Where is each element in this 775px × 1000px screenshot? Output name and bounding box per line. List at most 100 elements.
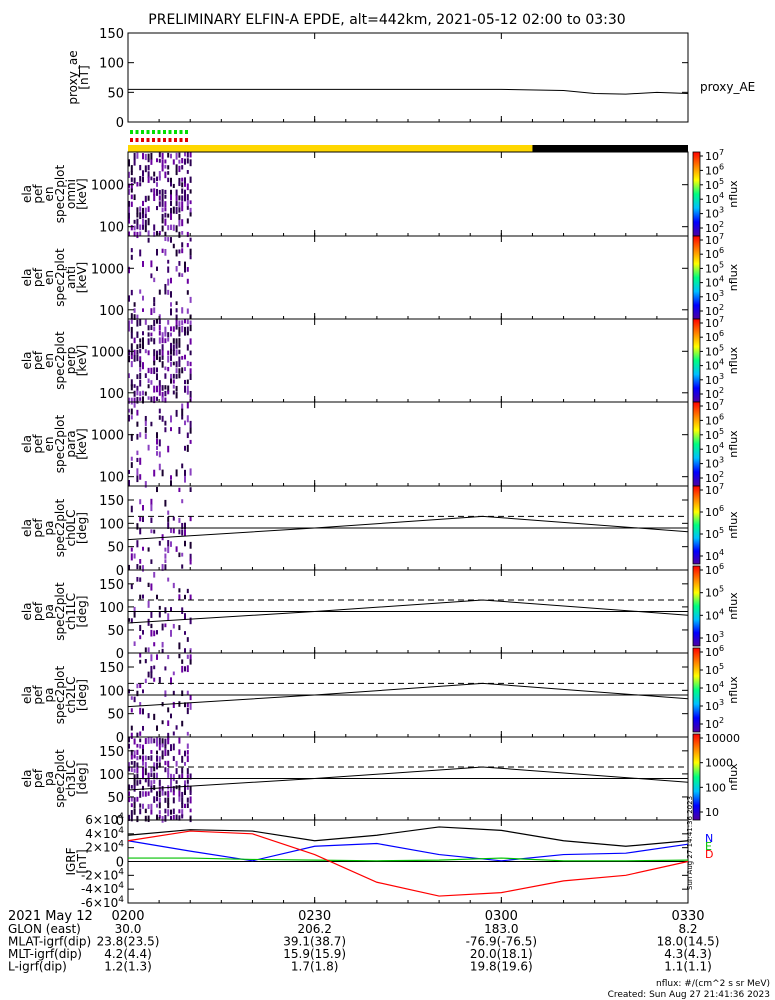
y-axis-label: en [42, 187, 56, 202]
proxy-ae-line [128, 88, 689, 95]
heatmap-cell [181, 814, 184, 819]
heatmap-cell [175, 152, 178, 160]
colorbar-tick-label: 106 [705, 504, 724, 519]
heatmap-cell [178, 815, 181, 821]
y-axis-label: pef [31, 518, 45, 538]
heatmap-cell [161, 396, 164, 402]
heatmap-cell [164, 189, 167, 195]
colorbar-tick-label: 106 [705, 246, 724, 261]
heatmap-cell [170, 415, 172, 423]
heatmap-cell [156, 486, 158, 493]
heatmap-cell [130, 433, 133, 441]
y-tick-label: 1000 [91, 179, 124, 194]
heatmap-cell [144, 815, 147, 822]
heatmap-cell [142, 390, 144, 396]
heatmap-cell [147, 158, 150, 163]
heatmap-cell [164, 207, 167, 212]
heatmap-cell [128, 188, 130, 195]
heatmap-cell [170, 713, 172, 719]
heatmap-cell [142, 176, 144, 183]
heatmap-cell [156, 445, 158, 450]
heatmap-cell [130, 547, 133, 552]
heatmap-cell [172, 690, 175, 695]
heatmap-cell [178, 159, 181, 164]
heatmap-cell [170, 809, 172, 815]
y-tick-label: 100 [99, 57, 124, 72]
heatmap-cell [158, 176, 161, 181]
heatmap-cell [178, 368, 181, 374]
heatmap-cell [147, 582, 150, 588]
y-axis-label: pef [31, 685, 45, 705]
y-axis-label: spec2plot [53, 749, 67, 808]
status-marker-red [157, 138, 161, 142]
heatmap-cell [167, 278, 170, 286]
heatmap-cell [189, 373, 192, 380]
heatmap-cell [128, 814, 130, 821]
colorbar-title: nflux [727, 180, 740, 208]
heatmap-cell [150, 260, 153, 268]
heatmap-cell [175, 189, 178, 196]
status-marker-green [163, 130, 166, 134]
heatmap-cell [186, 731, 189, 736]
heatmap-cell [172, 797, 175, 804]
heatmap-cell [186, 267, 189, 272]
heatmap-cell [153, 326, 156, 332]
heatmap-cell [167, 760, 170, 767]
heatmap-cell [181, 463, 184, 469]
heatmap-cell [139, 231, 142, 237]
heatmap-cell [142, 308, 144, 312]
heatmap-cell [133, 553, 136, 559]
y-axis-label: ch2LC [64, 677, 78, 714]
heatmap-cell [153, 713, 156, 720]
heatmap-cell [167, 707, 170, 713]
page-title: PRELIMINARY ELFIN-A EPDE, alt=442km, 202… [148, 12, 625, 28]
heatmap-cell [136, 349, 139, 355]
heatmap-cell [184, 803, 186, 809]
heatmap-cell [139, 457, 142, 465]
heatmap-cell [153, 677, 156, 682]
heatmap-cell [175, 314, 178, 322]
panel-frame [127, 235, 689, 320]
heatmap-cell [133, 225, 136, 231]
heatmap-cell [186, 637, 189, 642]
heatmap-cell [139, 319, 142, 326]
heatmap-cell [142, 772, 144, 780]
heatmap-cell [161, 391, 164, 399]
heatmap-cell [153, 772, 156, 780]
heatmap-cell [128, 171, 130, 178]
y-tick-label: 0 [116, 116, 124, 131]
heatmap-cell [133, 390, 136, 397]
colorbar-tick-label: 106 [705, 644, 724, 659]
heatmap-cell [184, 152, 186, 157]
ephemeris-value: 39.1(38.7) [283, 935, 346, 949]
heatmap-cell [130, 810, 133, 817]
colorbar-tick-label: 106 [705, 562, 724, 577]
heatmap-cell [175, 201, 178, 207]
y-tick-label: 150 [99, 494, 124, 509]
heatmap-cell [167, 720, 170, 726]
heatmap-cell [186, 768, 189, 775]
heatmap-cell [172, 808, 175, 815]
heatmap-cell [167, 171, 170, 175]
heatmap-cell [161, 207, 164, 213]
heatmap-cell [142, 224, 144, 230]
heatmap-cell [186, 385, 189, 393]
heatmap-cell [178, 774, 181, 780]
heatmap-cell [158, 797, 161, 803]
heatmap-cell [142, 213, 144, 219]
ephemeris-value: 8.2 [678, 922, 697, 936]
ephemeris-value: 30.0 [115, 922, 142, 936]
heatmap-cell [170, 773, 172, 779]
heatmap-cell [130, 766, 133, 772]
y-tick-label: 50 [107, 86, 124, 101]
heatmap-cell [189, 420, 192, 428]
heatmap-cell [170, 475, 172, 480]
heatmap-cell [156, 206, 158, 211]
heatmap-cell [189, 702, 192, 710]
panel-frame [127, 318, 689, 403]
heatmap-cell [164, 623, 167, 628]
colorbar-tick-label: 106 [705, 412, 724, 427]
heatmap-cell [189, 212, 192, 217]
heatmap-cell [142, 362, 144, 370]
created-note: Created: Sun Aug 27 21:41:36 2023 [608, 990, 770, 1000]
